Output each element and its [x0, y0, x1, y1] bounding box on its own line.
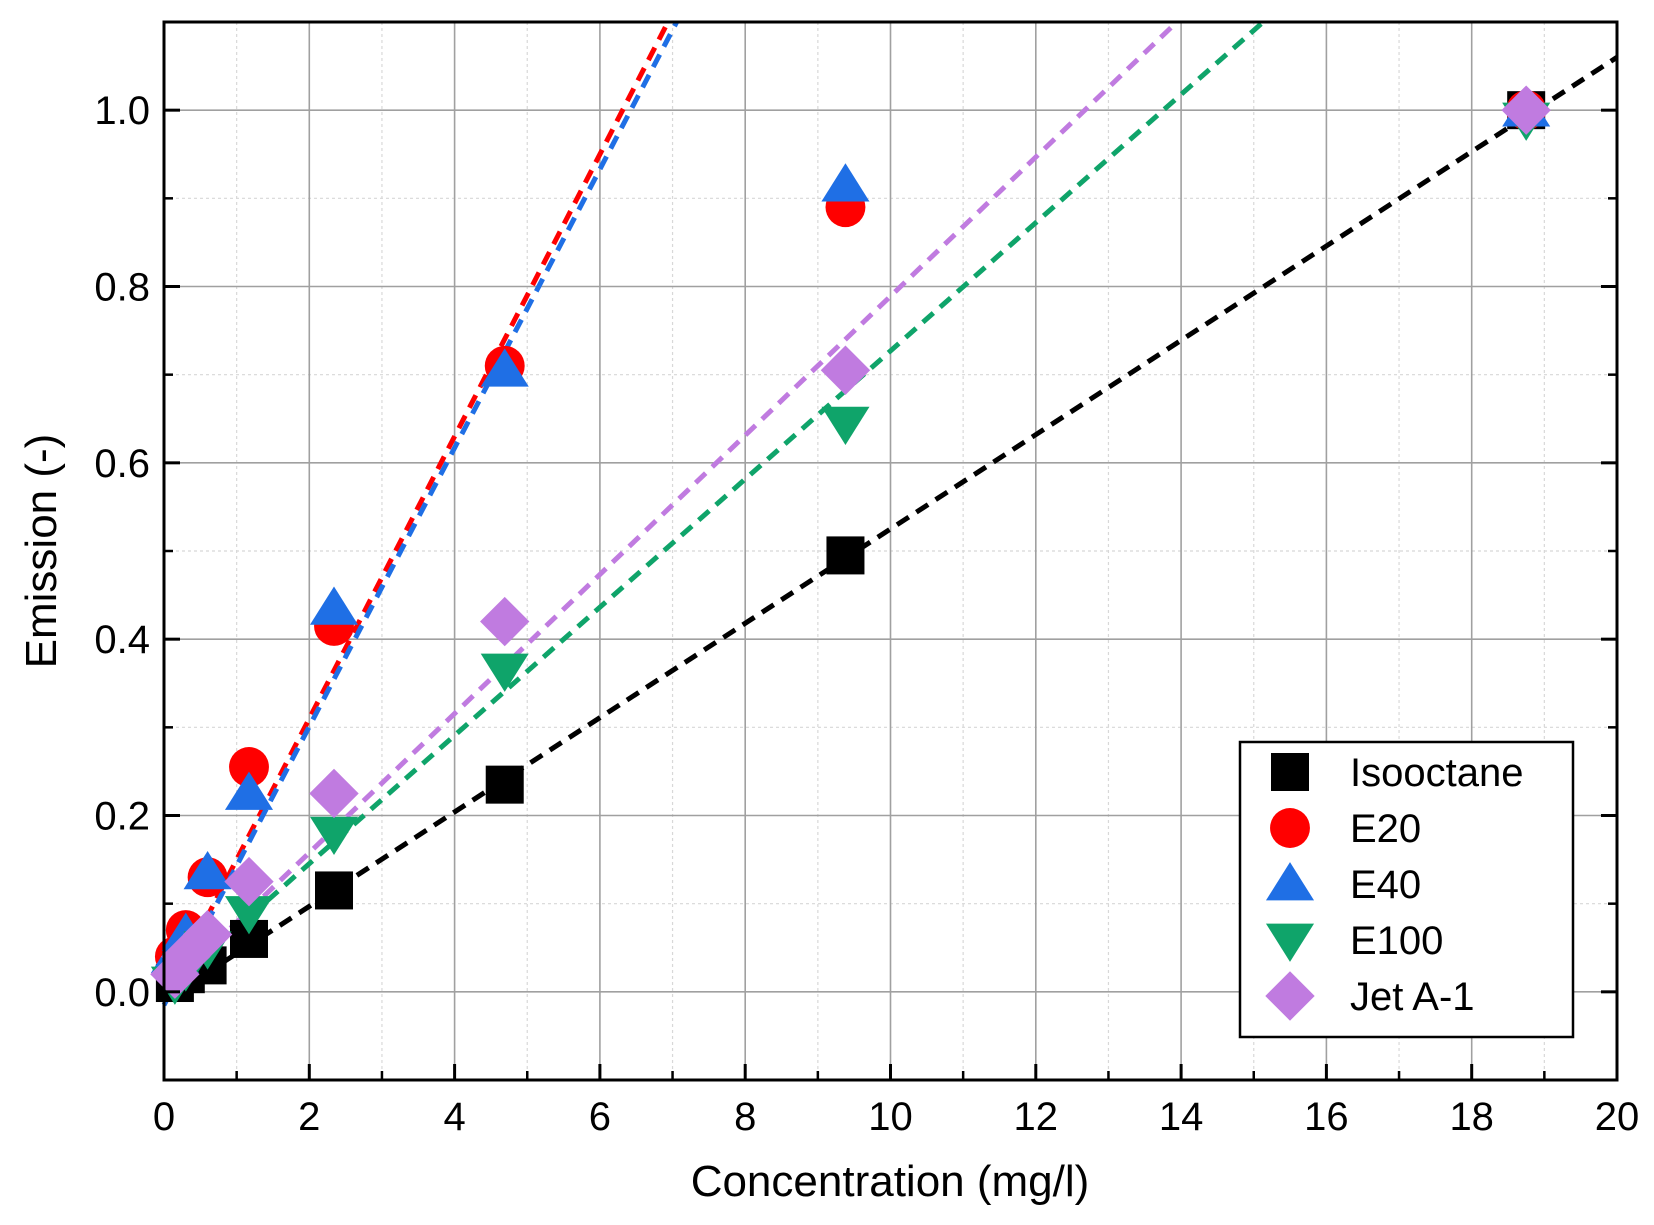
x-tick-label: 4 [443, 1095, 465, 1139]
data-point-isooctane [485, 765, 524, 804]
legend-marker-jet-a-1 [1265, 971, 1315, 1021]
x-tick-label: 12 [1014, 1095, 1059, 1139]
legend: Isooctane E20 E40 E100 Jet A-1 [1238, 740, 1575, 1039]
data-point-jet-a-1 [309, 768, 359, 819]
y-tick-label: 1.0 [94, 89, 150, 133]
legend-label-jet-a-1: Jet A-1 [1350, 975, 1475, 1019]
x-tick-label: 16 [1304, 1095, 1349, 1139]
data-point-e40 [821, 163, 870, 202]
x-tick-label: 8 [734, 1095, 756, 1139]
data-point-jet-a-1 [182, 909, 233, 960]
data-point-e100 [821, 406, 870, 446]
x-tick-label: 18 [1449, 1095, 1494, 1139]
data-markers [150, 85, 1551, 1005]
legend-label-isooctane: Isooctane [1350, 751, 1523, 795]
data-point-e40 [309, 586, 359, 625]
fit-line-e20 [161, 20, 671, 1002]
y-tick-label: 0.4 [94, 618, 150, 662]
y-tick-label: 0.2 [94, 795, 150, 839]
x-tick-label: 0 [153, 1095, 175, 1139]
x-tick-label: 10 [868, 1095, 913, 1139]
data-point-jet-a-1 [480, 596, 530, 647]
data-point-e100 [480, 653, 529, 692]
grid [164, 22, 1617, 1081]
x-tick-label: 14 [1159, 1095, 1204, 1139]
axis-ticks [162, 20, 1619, 1082]
fit-line-isooctane [162, 55, 1619, 1003]
legend-marker-isooctane [1271, 753, 1309, 791]
data-point-e20 [229, 747, 269, 787]
y-tick-label: 0.6 [94, 442, 150, 486]
fit-line-jet-a-1 [162, 20, 1179, 994]
legend-marker-e40 [1265, 862, 1315, 901]
data-point-isooctane [315, 871, 354, 910]
data-point-jet-a-1 [224, 856, 274, 907]
fit-line-e40 [161, 20, 679, 1007]
data-point-e100 [309, 816, 359, 855]
data-point-e40 [480, 348, 529, 387]
data-point-jet-a-1 [820, 345, 871, 395]
data-point-e40 [183, 850, 232, 890]
tick-labels: 0 2 4 6 8 10 12 14 16 18 20 0.0 0.2 0.4 0.6 0.8 1.0 [94, 89, 1639, 1139]
data-point-e40 [224, 771, 274, 810]
data-point-isooctane [826, 536, 865, 575]
legend-marker-e100 [1265, 923, 1315, 962]
legend-label-e20: E20 [1350, 807, 1421, 851]
legend-label-e40: E40 [1350, 863, 1421, 907]
y-tick-label: 0.0 [94, 971, 150, 1015]
legend-marker-e20 [1270, 808, 1310, 848]
data-point-jet-a-1 [150, 949, 200, 999]
x-tick-label: 20 [1595, 1095, 1640, 1139]
y-axis-title: Emission (-) [17, 434, 66, 669]
data-point-jet-a-1 [1501, 85, 1551, 135]
y-tick-label: 0.8 [94, 266, 150, 310]
x-axis-title: Concentration (mg/l) [691, 1157, 1090, 1206]
legend-label-e100: E100 [1350, 919, 1443, 963]
data-point-e100 [224, 896, 274, 935]
fit-line-e100 [162, 20, 1265, 994]
x-tick-label: 2 [298, 1095, 320, 1139]
x-tick-label: 6 [589, 1095, 611, 1139]
